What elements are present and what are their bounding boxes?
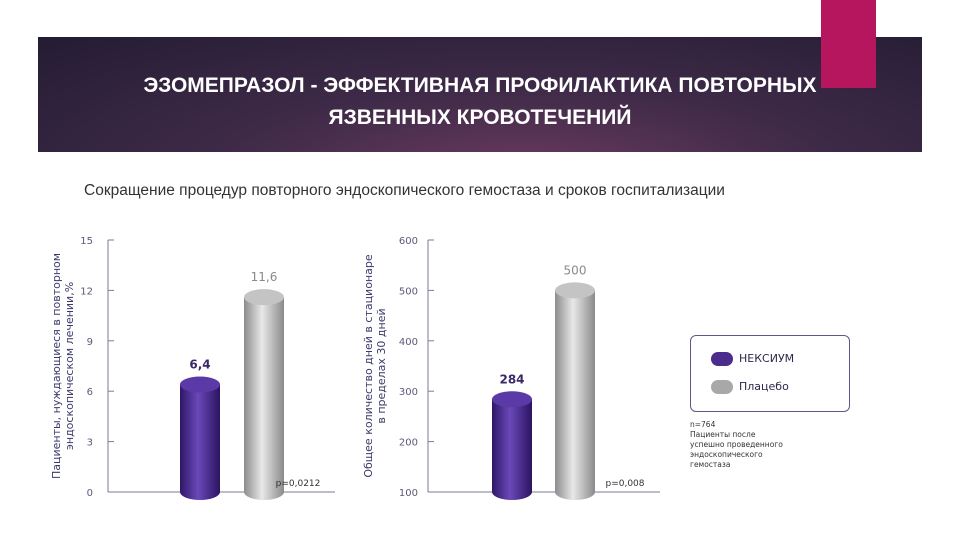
bar-base-0 xyxy=(492,484,532,500)
slide-title: ЭЗОМЕПРАЗОЛ - ЭФФЕКТИВНАЯ ПРОФИЛАКТИКА П… xyxy=(60,70,900,134)
y-tick-label: 6 xyxy=(87,387,93,398)
bar-top-1 xyxy=(244,289,284,306)
y-tick-label: 12 xyxy=(80,286,93,297)
legend-label-nexium: НЕКСИУМ xyxy=(739,352,795,365)
bar-base-0 xyxy=(180,484,220,500)
legend-swatch-nexium xyxy=(711,352,733,366)
y-axis-label-line-1: Пациенты, нуждающиеся в повторном xyxy=(50,253,63,479)
p-value-label: p=0,008 xyxy=(605,479,644,489)
data-label-1: 500 xyxy=(564,263,587,277)
y-tick-label: 100 xyxy=(399,488,418,499)
accent-bar xyxy=(821,0,876,88)
y-tick-label: 300 xyxy=(399,387,418,398)
study-note: n=764 Пациенты после успешно проведенног… xyxy=(690,420,783,469)
y-tick-label: 500 xyxy=(399,286,418,297)
y-axis-label-line-2: в пределах 30 дней xyxy=(375,308,388,423)
y-tick-label: 3 xyxy=(87,438,93,449)
y-tick-label: 15 xyxy=(80,236,93,247)
bar-0 xyxy=(180,384,220,492)
legend-box: НЕКСИУМ Плацебо xyxy=(690,335,850,412)
y-tick-label: 200 xyxy=(399,438,418,449)
bar-0 xyxy=(492,399,532,492)
slide-subtitle: Сокращение процедур повторного эндоскопи… xyxy=(84,182,725,199)
bar-1 xyxy=(244,297,284,492)
data-label-1: 11,6 xyxy=(251,270,278,284)
bar-1 xyxy=(555,290,595,492)
title-line-2: ЯЗВЕННЫХ КРОВОТЕЧЕНИЙ xyxy=(328,106,632,129)
y-tick-label: 9 xyxy=(87,337,93,348)
title-banner xyxy=(38,37,922,152)
bar-top-0 xyxy=(492,391,532,408)
legend-label-placebo: Плацебо xyxy=(739,380,789,393)
legend-swatch-placebo xyxy=(711,380,733,394)
bar-top-1 xyxy=(555,282,595,299)
y-axis-label-line-2: эндоскопическом лечении,% xyxy=(63,282,76,450)
data-label-0: 284 xyxy=(499,372,524,386)
bar-base-1 xyxy=(244,484,284,500)
y-axis-label-line-1: Общее количество дней в стационаре xyxy=(362,254,375,477)
bar-top-0 xyxy=(180,376,220,393)
y-tick-label: 600 xyxy=(399,236,418,247)
y-tick-label: 0 xyxy=(87,488,93,499)
y-tick-label: 400 xyxy=(399,337,418,348)
p-value-label: p=0,0212 xyxy=(276,479,321,489)
data-label-0: 6,4 xyxy=(189,357,210,371)
bar-base-1 xyxy=(555,484,595,500)
title-line-1: ЭЗОМЕПРАЗОЛ - ЭФФЕКТИВНАЯ ПРОФИЛАКТИКА П… xyxy=(143,74,817,97)
